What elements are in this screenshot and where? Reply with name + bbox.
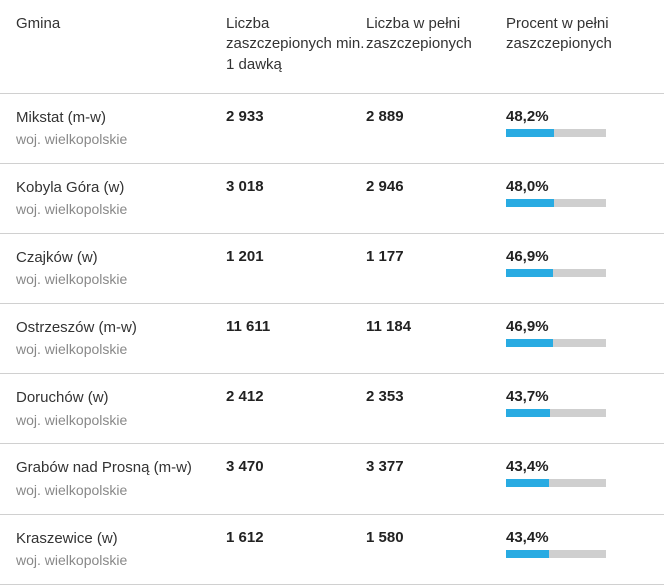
table-header-row: Gmina Liczba zaszczepionych min. 1 dawką…	[0, 0, 664, 94]
progress-bar	[506, 339, 606, 347]
value-pct: 46,9%	[506, 318, 636, 335]
cell-full: 3 377	[366, 458, 506, 475]
value-pct: 43,7%	[506, 388, 636, 405]
cell-dose1: 2 933	[226, 108, 366, 125]
cell-gmina: Doruchów (w) woj. wielkopolskie	[16, 388, 226, 429]
cell-pct: 46,9%	[506, 248, 636, 277]
progress-bar-fill	[506, 339, 553, 347]
progress-bar	[506, 550, 606, 558]
progress-bar-fill	[506, 479, 549, 487]
gmina-name: Mikstat (m-w)	[16, 108, 226, 128]
value-full: 1 580	[366, 529, 506, 546]
gmina-name: Kobyla Góra (w)	[16, 178, 226, 198]
col-header-pct: Procent w pełni zaszczepionych	[506, 14, 636, 55]
cell-dose1: 3 470	[226, 458, 366, 475]
cell-gmina: Kobyla Góra (w) woj. wielkopolskie	[16, 178, 226, 219]
cell-dose1: 3 018	[226, 178, 366, 195]
table-row: Kraszewice (w) woj. wielkopolskie1 6121 5…	[0, 515, 664, 585]
table-row: Doruchów (w) woj. wielkopolskie2 4122 353…	[0, 374, 664, 444]
gmina-region: woj. wielkopolskie	[16, 270, 226, 289]
cell-pct: 43,4%	[506, 458, 636, 487]
cell-pct: 48,2%	[506, 108, 636, 137]
cell-gmina: Kraszewice (w) woj. wielkopolskie	[16, 529, 226, 570]
value-dose1: 3 470	[226, 458, 366, 475]
gmina-name: Grabów nad Prosną (m-w)	[16, 458, 226, 478]
gmina-name: Kraszewice (w)	[16, 529, 226, 549]
value-dose1: 2 933	[226, 108, 366, 125]
progress-bar	[506, 129, 606, 137]
value-full: 11 184	[366, 318, 506, 335]
progress-bar	[506, 269, 606, 277]
gmina-region: woj. wielkopolskie	[16, 200, 226, 219]
table-row: Ostrzeszów (m-w) woj. wielkopolskie11 611…	[0, 304, 664, 374]
cell-pct: 46,9%	[506, 318, 636, 347]
value-dose1: 11 611	[226, 318, 366, 335]
progress-bar	[506, 409, 606, 417]
progress-bar-fill	[506, 269, 553, 277]
cell-pct: 43,4%	[506, 529, 636, 558]
progress-bar	[506, 199, 606, 207]
cell-gmina: Czajków (w) woj. wielkopolskie	[16, 248, 226, 289]
cell-gmina: Grabów nad Prosną (m-w) woj. wielkopolski…	[16, 458, 226, 499]
value-full: 2 889	[366, 108, 506, 125]
progress-bar-fill	[506, 550, 549, 558]
value-full: 1 177	[366, 248, 506, 265]
value-dose1: 1 201	[226, 248, 366, 265]
gmina-region: woj. wielkopolskie	[16, 551, 226, 570]
cell-pct: 48,0%	[506, 178, 636, 207]
cell-full: 11 184	[366, 318, 506, 335]
vaccination-table: Gmina Liczba zaszczepionych min. 1 dawką…	[0, 0, 664, 585]
cell-pct: 43,7%	[506, 388, 636, 417]
value-dose1: 2 412	[226, 388, 366, 405]
progress-bar-fill	[506, 129, 554, 137]
value-pct: 48,0%	[506, 178, 636, 195]
gmina-region: woj. wielkopolskie	[16, 481, 226, 500]
cell-gmina: Ostrzeszów (m-w) woj. wielkopolskie	[16, 318, 226, 359]
value-pct: 48,2%	[506, 108, 636, 125]
table-row: Grabów nad Prosną (m-w) woj. wielkopolski…	[0, 444, 664, 514]
table-row: Kobyla Góra (w) woj. wielkopolskie3 0182 …	[0, 164, 664, 234]
col-header-full: Liczba w pełni zaszczepionych	[366, 14, 506, 55]
col-header-gmina: Gmina	[16, 14, 226, 34]
cell-dose1: 1 201	[226, 248, 366, 265]
value-full: 2 946	[366, 178, 506, 195]
value-pct: 43,4%	[506, 529, 636, 546]
cell-full: 1 580	[366, 529, 506, 546]
gmina-name: Doruchów (w)	[16, 388, 226, 408]
value-pct: 43,4%	[506, 458, 636, 475]
gmina-name: Ostrzeszów (m-w)	[16, 318, 226, 338]
progress-bar-fill	[506, 409, 550, 417]
cell-full: 1 177	[366, 248, 506, 265]
value-dose1: 1 612	[226, 529, 366, 546]
table-row: Mikstat (m-w) woj. wielkopolskie2 9332 88…	[0, 94, 664, 164]
cell-dose1: 1 612	[226, 529, 366, 546]
gmina-region: woj. wielkopolskie	[16, 411, 226, 430]
gmina-region: woj. wielkopolskie	[16, 340, 226, 359]
cell-dose1: 2 412	[226, 388, 366, 405]
gmina-region: woj. wielkopolskie	[16, 130, 226, 149]
progress-bar	[506, 479, 606, 487]
col-header-dose1: Liczba zaszczepionych min. 1 dawką	[226, 14, 366, 75]
progress-bar-fill	[506, 199, 554, 207]
cell-dose1: 11 611	[226, 318, 366, 335]
cell-gmina: Mikstat (m-w) woj. wielkopolskie	[16, 108, 226, 149]
value-full: 2 353	[366, 388, 506, 405]
cell-full: 2 353	[366, 388, 506, 405]
value-dose1: 3 018	[226, 178, 366, 195]
gmina-name: Czajków (w)	[16, 248, 226, 268]
value-full: 3 377	[366, 458, 506, 475]
value-pct: 46,9%	[506, 248, 636, 265]
cell-full: 2 946	[366, 178, 506, 195]
cell-full: 2 889	[366, 108, 506, 125]
table-row: Czajków (w) woj. wielkopolskie1 2011 1774…	[0, 234, 664, 304]
